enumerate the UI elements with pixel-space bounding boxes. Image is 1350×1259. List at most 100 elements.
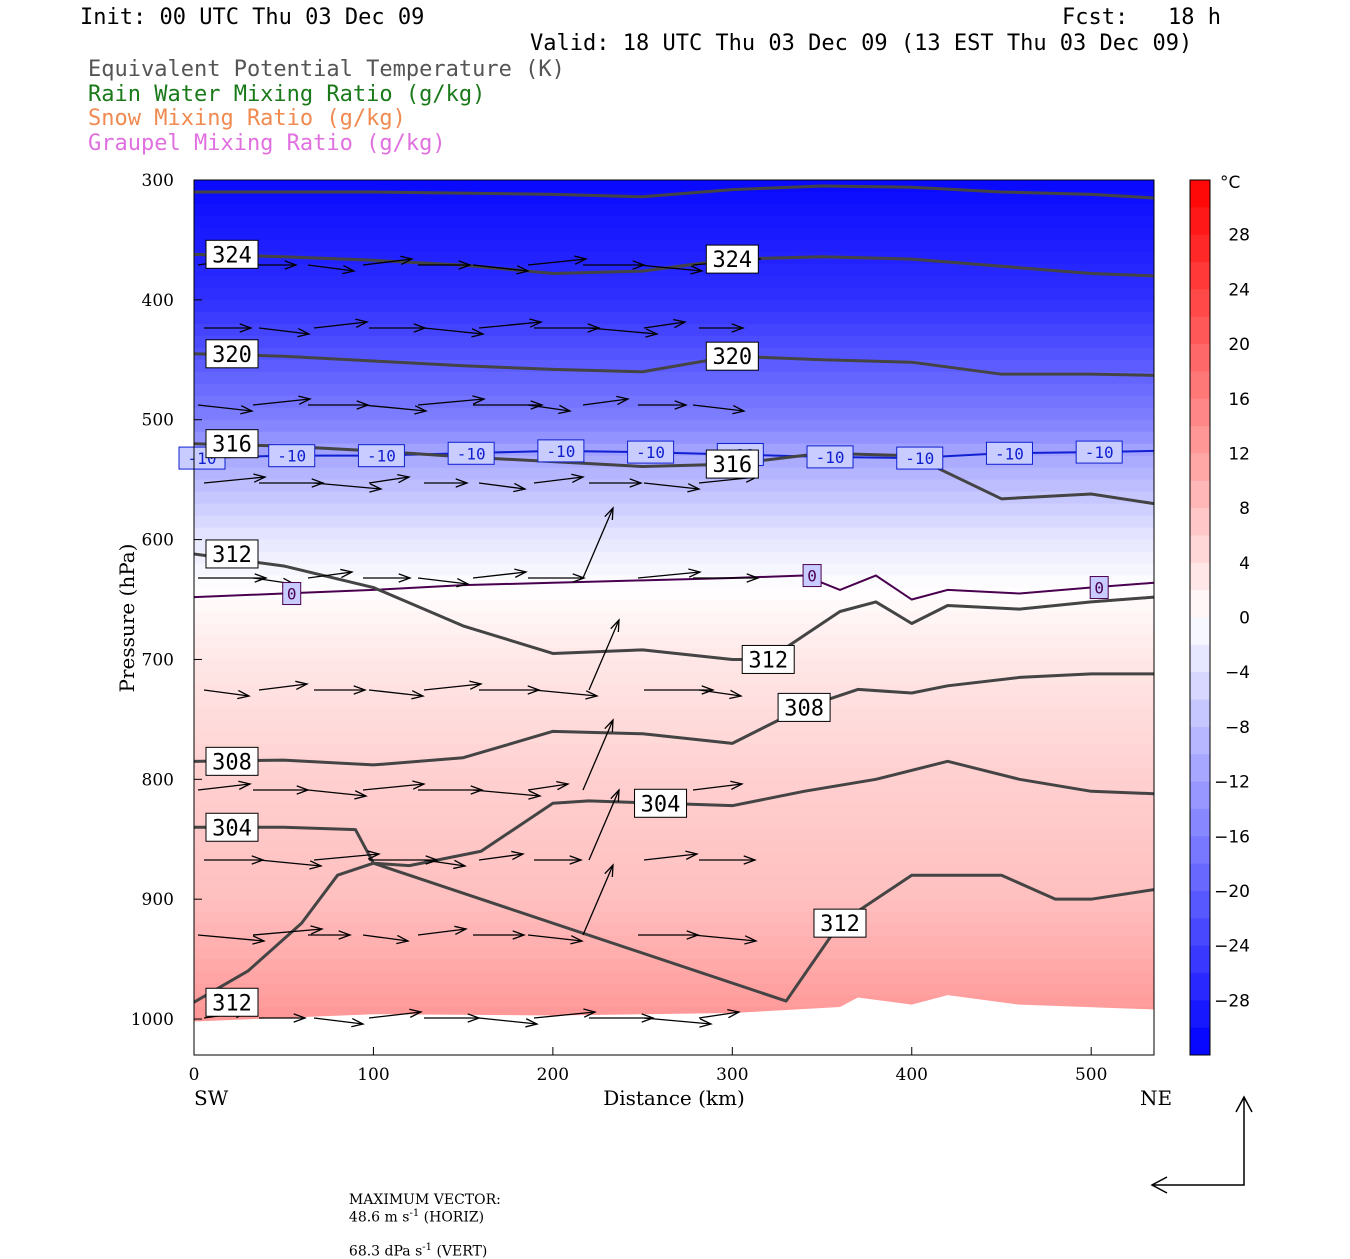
svg-text:-10: -10: [816, 448, 845, 467]
y-axis-title: Pressure (hPa): [115, 544, 139, 693]
wind-vector: [368, 1008, 423, 1019]
wind-vector: [313, 318, 369, 329]
svg-text:0: 0: [287, 585, 297, 604]
temperature-band: [194, 191, 1154, 205]
svg-text:308: 308: [212, 750, 252, 775]
svg-text:304: 304: [641, 792, 681, 817]
svg-text:316: 316: [712, 453, 752, 478]
colorbar-swatch: [1190, 1027, 1210, 1056]
svg-text:-10: -10: [546, 442, 575, 461]
wind-vector: [698, 1008, 741, 1019]
wind-vector: [533, 473, 585, 484]
wind-vector: [313, 482, 383, 493]
temperature-band: [194, 383, 1154, 397]
isotherm-label: -10: [1075, 440, 1123, 464]
wind-vector: [643, 482, 701, 493]
init-time: Init: 00 UTC Thu 03 Dec 09: [80, 5, 425, 30]
wind-vector: [424, 478, 469, 488]
svg-text:324: 324: [712, 248, 752, 273]
temperature-band: [194, 203, 1154, 217]
wind-vector: [203, 473, 267, 484]
theta-e-label: 308: [777, 692, 831, 722]
wind-vector: [582, 718, 614, 791]
temperature-band: [194, 743, 1154, 756]
wind-vector: [643, 850, 699, 861]
wind-vector: [534, 323, 601, 333]
y-tick-label: 900: [142, 890, 174, 910]
svg-text:316: 316: [212, 433, 252, 458]
wind-vector: [692, 404, 746, 415]
temperature-band: [194, 839, 1154, 852]
wind-vector: [528, 573, 586, 583]
legend-snow: Snow Mixing Ratio (g/kg): [88, 106, 406, 131]
wind-vector: [418, 785, 484, 795]
isotherm-label: -10: [896, 446, 944, 470]
colorbar-tick-label: −12: [1214, 773, 1250, 793]
svg-text:-10: -10: [636, 443, 665, 462]
wind-vector: [363, 573, 412, 583]
theta-e-label: 304: [205, 812, 259, 842]
wind-vector: [259, 478, 325, 488]
y-tick-label: 1000: [131, 1010, 174, 1030]
isotherm-label: -10: [268, 444, 316, 468]
colorbar-swatch: [1190, 754, 1210, 783]
y-tick-label: 700: [142, 650, 174, 670]
wind-vector: [582, 506, 614, 579]
colorbar-tick-label: −4: [1225, 663, 1250, 683]
svg-text:320: 320: [712, 345, 752, 370]
temperature-band: [194, 407, 1154, 421]
colorbar-tick-label: 28: [1228, 226, 1250, 246]
colorbar-swatch: [1190, 426, 1210, 454]
temperature-band: [194, 671, 1154, 684]
colorbar-frame: [1189, 179, 1211, 1056]
wind-vector: [252, 925, 324, 936]
svg-text:0: 0: [1094, 579, 1104, 598]
colorbar-tick-label: 24: [1228, 280, 1250, 300]
colorbar-swatch: [1190, 726, 1210, 755]
wind-vector: [203, 689, 251, 700]
temperature-band: [194, 635, 1154, 648]
svg-text:0: 0: [807, 567, 817, 586]
theta-e-label: 308: [205, 746, 259, 776]
wind-vector: [362, 934, 410, 945]
temperature-band: [194, 887, 1154, 900]
exp-horiz: -1: [409, 1208, 420, 1219]
temperature-band: [194, 863, 1154, 876]
wind-vector: [307, 568, 354, 579]
colorbar-tick-label: 20: [1228, 335, 1250, 355]
wind-vector: [417, 925, 468, 936]
temperature-band: [194, 323, 1154, 337]
y-tick-label: 400: [142, 291, 174, 311]
colorbar-unit: °C: [1220, 173, 1240, 193]
temperature-band: [194, 695, 1154, 708]
isotherm-label: -10: [357, 444, 405, 468]
temperature-band: [194, 827, 1154, 840]
colorbar-swatch: [1190, 316, 1210, 345]
wind-vector: [472, 264, 530, 275]
colorbar-swatch: [1190, 617, 1210, 646]
wind-vector: [417, 395, 486, 406]
wind-vector: [582, 863, 614, 936]
wind-vector: [314, 685, 367, 695]
colorbar-swatch: [1190, 918, 1210, 947]
wind-vector: [362, 255, 414, 266]
wind-vector: [313, 1017, 365, 1028]
left-end-label: SW: [194, 1086, 229, 1110]
temperature-band: [194, 755, 1154, 768]
svg-text:308: 308: [784, 696, 824, 721]
colorbar-tick-label: −20: [1214, 882, 1250, 902]
x-tick-label: 200: [537, 1065, 569, 1085]
y-tick-label: 800: [142, 770, 174, 790]
colorbar-swatch: [1190, 371, 1210, 400]
legend-rain: Rain Water Mixing Ratio (g/kg): [88, 82, 486, 107]
max-vector-vert-tail: (VERT): [432, 1243, 488, 1259]
exp-vert: -1: [422, 1241, 433, 1253]
theta-e-label: 320: [205, 339, 259, 369]
valid-time: Valid: 18 UTC Thu 03 Dec 09 (13 EST Thu …: [530, 31, 1193, 56]
wind-vector: [527, 404, 572, 415]
wind-vector: [418, 260, 472, 270]
wind-vector: [478, 1017, 539, 1028]
colorbar-swatch: [1190, 344, 1210, 372]
wind-vector: [197, 780, 252, 791]
colorbar-tick-label: 16: [1228, 390, 1250, 410]
